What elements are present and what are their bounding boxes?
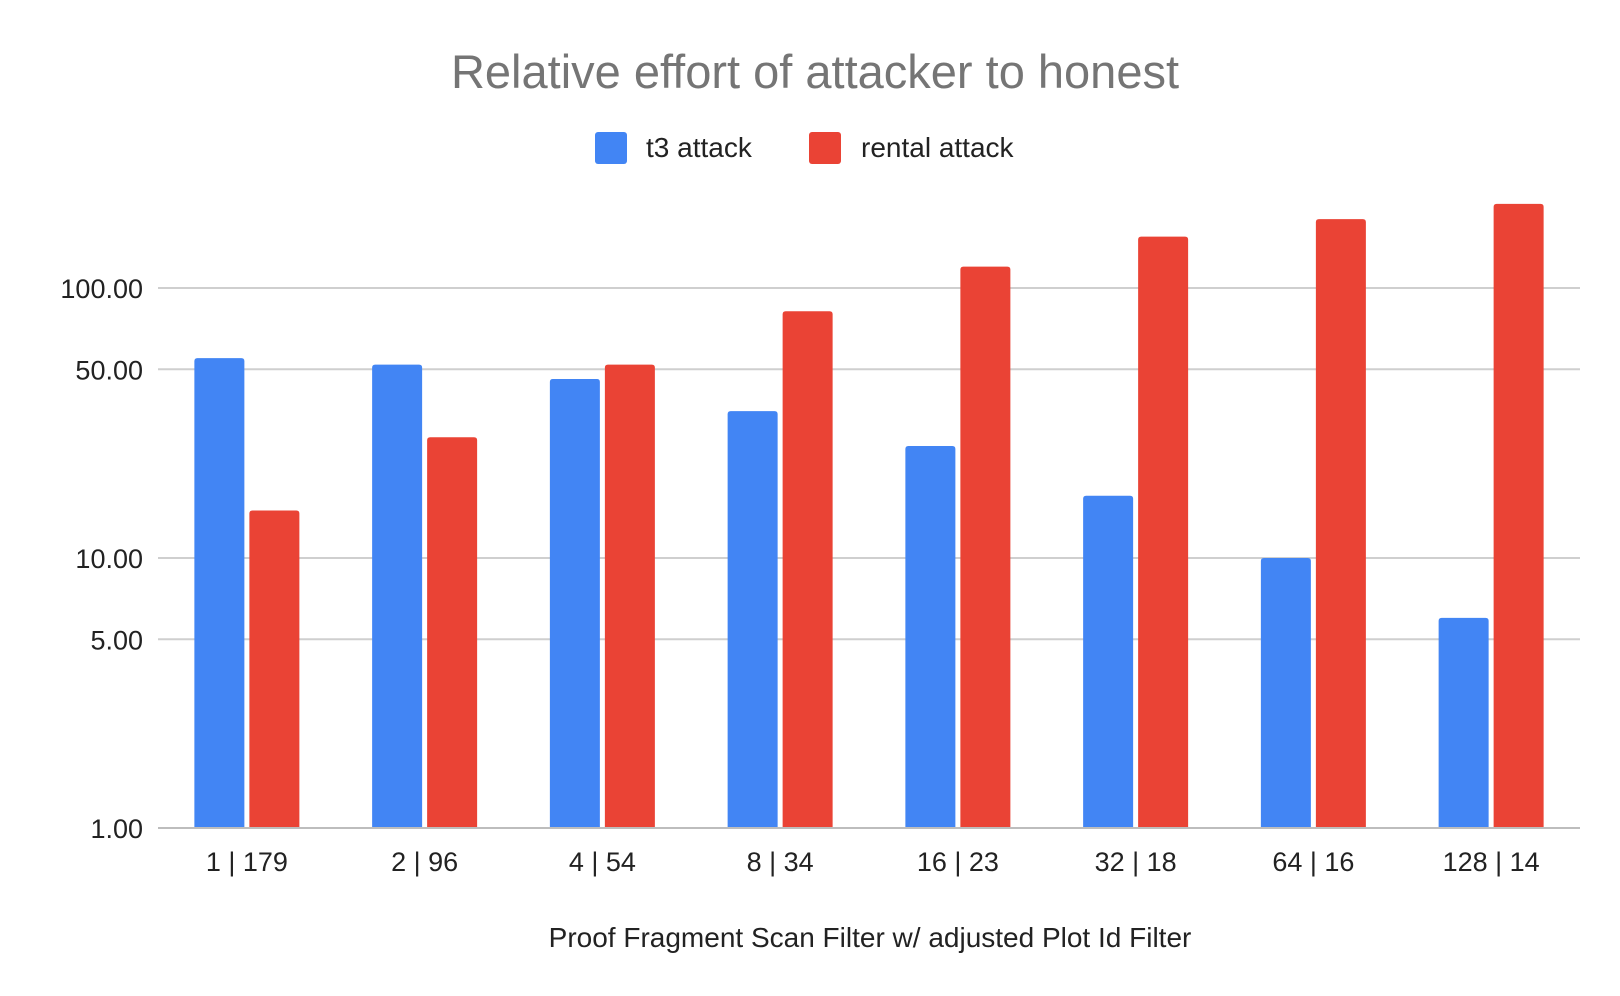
x-tick-label: 64 | 16 (1272, 847, 1354, 877)
bar-rental-attack (1138, 236, 1189, 828)
y-axis-tick-labels: 1.00 5.00 10.00 50.00 100.00 (60, 274, 143, 844)
x-tick-label: 4 | 54 (569, 847, 636, 877)
y-tick-label: 50.00 (75, 355, 143, 385)
legend-label-rental-attack: rental attack (861, 132, 1015, 163)
bar-rental-attack (960, 266, 1011, 828)
gridlines (158, 287, 1580, 641)
y-tick-label: 5.00 (90, 625, 143, 655)
bar-rental-attack (427, 437, 478, 828)
legend: t3 attack rental attack (595, 132, 1015, 164)
x-tick-label: 32 | 18 (1095, 847, 1177, 877)
x-tick-label: 8 | 34 (747, 847, 814, 877)
bar-t3-attack (194, 358, 245, 828)
y-tick-label: 1.00 (90, 814, 143, 844)
bar-rental-attack (1493, 203, 1544, 828)
x-tick-label: 1 | 179 (206, 847, 288, 877)
legend-swatch-t3-attack (595, 132, 627, 164)
bar-rental-attack (1315, 219, 1366, 828)
bar-t3-attack (1438, 617, 1489, 828)
bar-t3-attack (905, 445, 956, 828)
y-tick-label: 10.00 (75, 544, 143, 574)
bar-t3-attack (1260, 558, 1311, 828)
bar-t3-attack (727, 411, 778, 828)
chart-title: Relative effort of attacker to honest (451, 45, 1179, 98)
legend-label-t3-attack: t3 attack (646, 132, 753, 163)
bar-rental-attack (249, 510, 300, 828)
legend-swatch-rental-attack (809, 132, 841, 164)
bar-rental-attack (604, 364, 655, 828)
x-tick-label: 2 | 96 (391, 847, 458, 877)
bar-t3-attack (372, 364, 423, 828)
x-axis-tick-labels: 1 | 179 2 | 96 4 | 54 8 | 34 16 | 23 32 | 18 6… (206, 847, 1540, 877)
x-tick-label: 16 | 23 (917, 847, 999, 877)
bars (194, 203, 1544, 828)
bar-t3-attack (1083, 495, 1134, 828)
bar-t3-attack (549, 379, 600, 828)
x-axis-title: Proof Fragment Scan Filter w/ adjusted P… (549, 922, 1192, 953)
x-tick-label: 128 | 14 (1443, 847, 1540, 877)
bar-rental-attack (782, 311, 833, 828)
y-tick-label: 100.00 (60, 274, 143, 304)
